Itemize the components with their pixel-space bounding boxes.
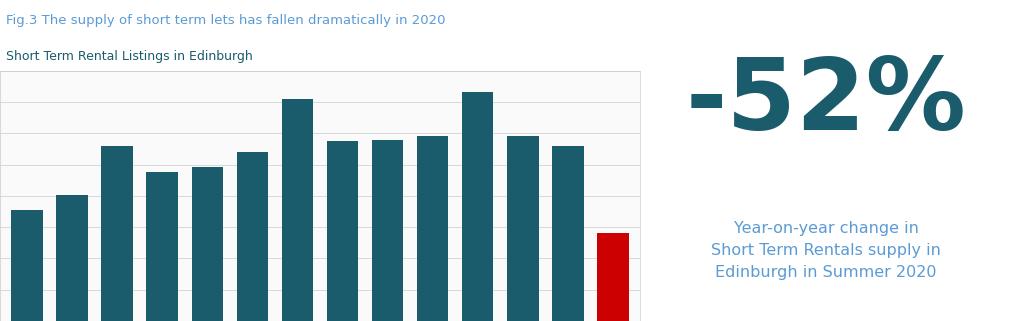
Bar bbox=[417, 135, 448, 321]
Bar bbox=[507, 135, 538, 321]
Bar bbox=[237, 152, 268, 321]
Bar bbox=[57, 195, 88, 321]
Bar bbox=[11, 210, 42, 321]
Bar bbox=[327, 141, 358, 321]
Bar bbox=[147, 171, 178, 321]
Text: -52%: -52% bbox=[684, 54, 966, 151]
Text: Year-on-year change in
Short Term Rentals supply in
Edinburgh in Summer 2020: Year-on-year change in Short Term Rental… bbox=[711, 221, 940, 280]
Text: Fig.3 The supply of short term lets has fallen dramatically in 2020: Fig.3 The supply of short term lets has … bbox=[6, 14, 446, 27]
Bar bbox=[461, 92, 493, 321]
Bar bbox=[191, 167, 222, 321]
Bar bbox=[281, 99, 312, 321]
Text: Short Term Rental Listings in Edinburgh: Short Term Rental Listings in Edinburgh bbox=[6, 50, 253, 63]
Bar bbox=[552, 146, 583, 321]
Bar bbox=[371, 140, 403, 321]
Bar bbox=[596, 233, 628, 321]
Bar bbox=[101, 146, 132, 321]
